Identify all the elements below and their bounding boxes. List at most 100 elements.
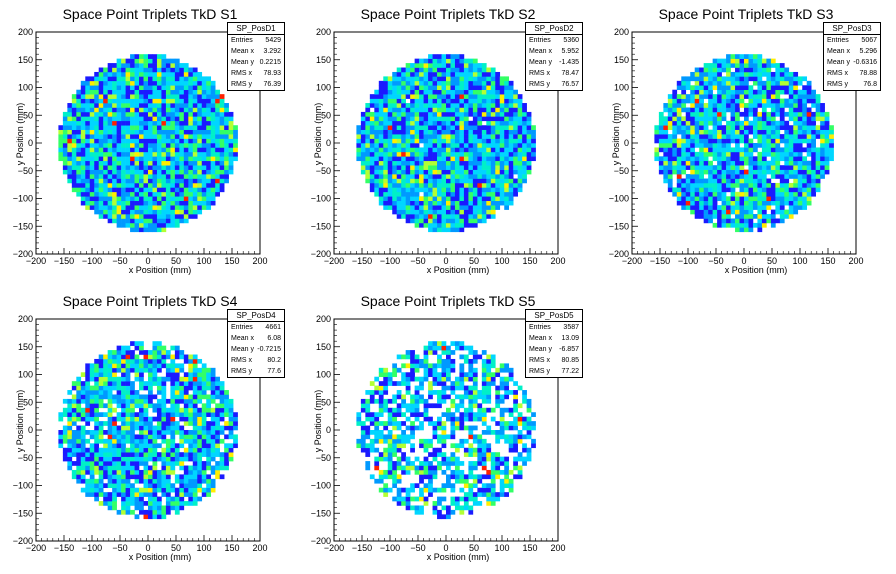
heatmap-bin [721,63,727,68]
heatmap-bin [130,111,135,117]
heatmap-bin [392,191,398,197]
heatmap-bin [757,227,763,233]
heatmap-bin [174,103,180,108]
heatmap-bin [744,174,749,179]
heatmap-bin [174,430,180,435]
heatmap-bin [744,214,749,219]
heatmap-bin [174,71,180,77]
heatmap-bin [170,187,176,193]
heatmap-bin [432,89,438,95]
heatmap-bin [206,452,212,457]
heatmap-bin [206,456,212,462]
heatmap-bin [152,116,158,122]
heatmap-bin [143,209,149,215]
heatmap-bin [85,456,91,462]
heatmap-bin [143,483,149,489]
heatmap-bin [378,89,384,95]
heatmap-bin [802,156,808,162]
heatmap-bin [744,178,749,184]
x-tick-label: 0 [145,256,150,266]
heatmap-bin [450,156,456,162]
heatmap-bin [784,103,790,108]
heatmap-bin [486,200,492,206]
heatmap-bin [472,76,478,82]
heatmap-bin [170,143,176,148]
heatmap-bin [797,156,803,162]
heatmap-bin [517,111,523,117]
heatmap-bin [85,89,91,95]
heatmap-bin [419,125,424,130]
heatmap-bin [463,218,469,224]
heatmap-bin [730,120,736,126]
heatmap-bin [134,372,140,378]
heatmap-bin [468,205,474,210]
heatmap-bin [188,205,194,210]
heatmap-bin [735,174,740,179]
heatmap-bin [71,452,77,457]
heatmap-bin [112,421,117,426]
heatmap-bin [192,412,198,417]
heatmap-bin [201,390,207,395]
heatmap-bin [401,187,406,193]
heatmap-bin [459,147,465,153]
heatmap-bin [441,227,447,233]
heatmap-bin [508,182,514,188]
heatmap-bin [784,214,790,219]
heatmap-bin [161,111,167,117]
heatmap-bin [526,156,532,162]
heatmap-bin [419,138,424,144]
heatmap-bin [365,138,371,144]
heatmap-bin [499,165,505,170]
heatmap-bin [188,107,194,113]
heatmap-bin [766,165,772,170]
heatmap-bin [143,169,149,175]
heatmap-bin [802,205,808,210]
heatmap-bin [183,501,189,506]
heatmap-bin [446,187,451,193]
heatmap-bin [793,103,799,108]
heatmap-bin [441,134,447,139]
heatmap-bin [116,425,122,431]
heatmap-bin [183,452,189,457]
heatmap-bin [468,214,474,219]
heatmap-bin [107,67,113,73]
heatmap-bin [89,394,95,400]
heatmap-bin [201,165,207,170]
heatmap-bin [752,169,758,175]
heatmap-bin [183,354,189,360]
stats-label: Entries [529,37,551,44]
heatmap-bin [428,151,433,157]
heatmap-bin [161,505,167,511]
heatmap-bin [179,116,185,122]
heatmap-bin [663,107,669,113]
heatmap-bin [143,358,149,364]
heatmap-bin [121,398,126,404]
heatmap-bin [663,169,669,175]
heatmap-bin [486,67,492,73]
heatmap-bin [793,147,799,153]
heatmap-bin [499,138,505,144]
heatmap-bin [744,125,749,130]
heatmap-bin [401,205,406,210]
heatmap-bin [356,134,362,139]
heatmap-bin [156,116,162,122]
heatmap-bin [67,107,73,113]
heatmap-bin [419,178,424,184]
heatmap-bin [811,160,816,166]
heatmap-bin [206,200,212,206]
heatmap-bin [152,151,158,157]
heatmap-bin [748,54,754,59]
heatmap-bin [694,125,700,130]
heatmap-bin [139,160,144,166]
heatmap-bin [721,98,727,104]
heatmap-bin [80,425,86,431]
heatmap-bin [152,447,158,453]
heatmap-bin [508,111,514,117]
stats-row: Mean y -1.435 [526,57,582,68]
heatmap-bin [681,160,687,166]
heatmap-bin [76,165,82,170]
stats-row: Mean x 5.296 [824,46,880,57]
heatmap-bin [206,178,212,184]
heatmap-bin [504,143,510,148]
heatmap-bin [125,438,131,444]
